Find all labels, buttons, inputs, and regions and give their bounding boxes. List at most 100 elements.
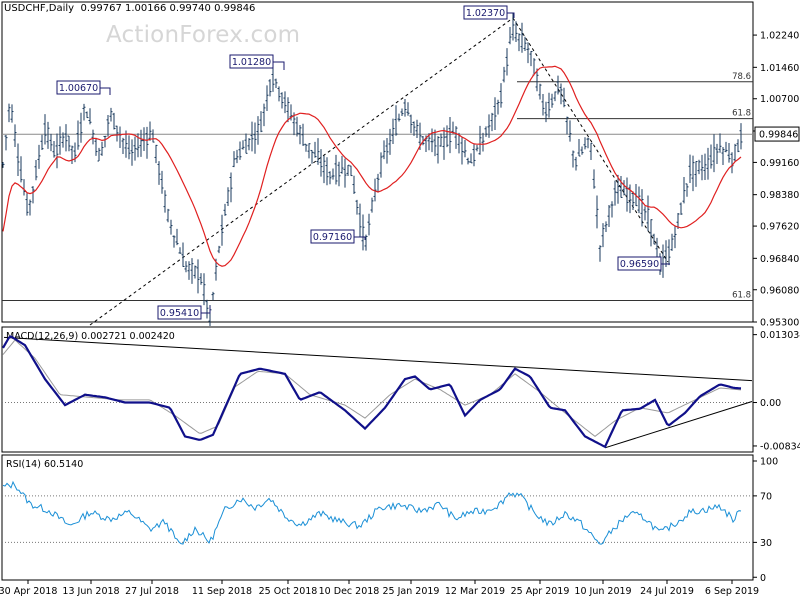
ohlc-bar xyxy=(283,91,287,114)
annotation-value: 0.97160 xyxy=(313,232,352,243)
ohlc-bar xyxy=(496,99,500,115)
ohlc-bar xyxy=(619,175,623,198)
ohlc-bar xyxy=(415,119,419,139)
ohlc-bar xyxy=(448,116,452,154)
ohlc-bar xyxy=(472,144,476,167)
ohlc-bar xyxy=(115,125,119,142)
ohlc-bar xyxy=(502,66,506,83)
ohlc-bar xyxy=(232,151,236,168)
ohlc-bar xyxy=(544,101,548,123)
ohlc-bar xyxy=(127,135,131,160)
ohlc-bar xyxy=(91,129,95,145)
rsi-y-label: 0 xyxy=(760,573,766,584)
ohlc-bar xyxy=(37,144,41,169)
x-label: 6 Sep 2019 xyxy=(705,586,759,597)
ohlc-bar xyxy=(178,247,182,254)
panel-border-1 xyxy=(1,1,754,323)
ohlc-bar xyxy=(64,124,68,152)
ohlc-bar xyxy=(268,79,272,97)
ohlc-bar xyxy=(487,114,491,138)
macd-y-label: 0.00 xyxy=(760,398,781,409)
ohlc-bar xyxy=(568,120,572,142)
ohlc-bar xyxy=(406,102,410,116)
ohlc-bar xyxy=(511,13,515,41)
ohlc-bar xyxy=(352,175,356,195)
ohlc-bar xyxy=(382,140,386,160)
ohlc-bar xyxy=(25,193,29,216)
ohlc-bar xyxy=(394,105,398,136)
ohlc-bar xyxy=(88,108,92,125)
ohlc-bar xyxy=(553,91,557,102)
ohlc-bar xyxy=(607,204,611,228)
ohlc-bar xyxy=(166,208,170,223)
ohlc-bar xyxy=(346,164,350,177)
ohlc-bar xyxy=(148,121,152,141)
ohlc-bar xyxy=(691,155,695,192)
ohlc-bar xyxy=(217,245,221,254)
ohlc-bar xyxy=(103,135,107,148)
ohlc-bar xyxy=(220,214,224,246)
ohlc-bar xyxy=(625,177,629,212)
ohlc-bar xyxy=(28,199,32,216)
ohlc-bar xyxy=(325,157,329,186)
ohlc-bar xyxy=(526,42,530,64)
ohlc-bar xyxy=(361,214,365,251)
ohlc-bar xyxy=(118,126,122,148)
fib-label: 61.8 xyxy=(732,109,751,119)
ohlc-bar xyxy=(19,156,23,183)
ohlc-bar xyxy=(301,123,305,146)
annotation-leader xyxy=(201,306,211,314)
ohlc-bar xyxy=(433,129,437,157)
ohlc-bar xyxy=(49,133,53,152)
x-label: 30 Apr 2018 xyxy=(0,586,57,597)
ohlc-bar xyxy=(652,233,656,245)
ohlc-bar xyxy=(163,190,167,213)
trendline-down xyxy=(512,17,669,263)
ohlc-bar xyxy=(508,27,512,45)
annotation-value: 1.00670 xyxy=(59,83,98,94)
ohlc-bar xyxy=(187,261,191,280)
ohlc-bar xyxy=(202,273,206,306)
ohlc-bar xyxy=(595,195,599,229)
ohlc-bar xyxy=(319,149,323,177)
ohlc-bar xyxy=(157,161,161,185)
ohlc-bar xyxy=(322,155,326,184)
ohlc-bar xyxy=(715,143,719,165)
ohlc-bar xyxy=(199,273,203,285)
current-price-value: 0.99846 xyxy=(759,130,798,141)
ohlc-bar xyxy=(85,111,89,119)
ohlc-bar xyxy=(637,186,641,214)
panel-border-3 xyxy=(1,454,754,581)
ohlc-bar xyxy=(631,191,635,210)
symbol-title: USDCHF,Daily xyxy=(4,3,75,14)
ohlc-bar xyxy=(640,189,644,227)
ohlc-bar xyxy=(193,265,197,279)
rsi-title: RSI(14) 60.5140 xyxy=(6,459,83,470)
x-label: 10 Dec 2018 xyxy=(319,586,380,597)
x-label: 27 Jul 2018 xyxy=(125,586,179,597)
ohlc-bar xyxy=(517,33,521,52)
ohlc-bar xyxy=(679,202,683,215)
rsi-panel: RSI(14) 60.5140 100 70 30 0 xyxy=(2,457,778,584)
ohlc-bar xyxy=(520,22,524,53)
price-y-label: 0.96080 xyxy=(760,285,799,296)
ohlc-bar xyxy=(466,157,470,165)
ohlc-bar xyxy=(370,197,374,213)
ohlc-bar xyxy=(40,134,44,150)
annotation-value: 1.02370 xyxy=(466,8,505,19)
ohlc-bar xyxy=(265,85,269,111)
macd-y-label: -0.00834 xyxy=(760,441,800,452)
ohlc-bar xyxy=(598,245,602,262)
ohlc-bar xyxy=(649,219,653,247)
ohlc-bar xyxy=(583,137,587,150)
ohlc-bar xyxy=(610,201,614,218)
ohlc-bar xyxy=(124,130,128,158)
x-label: 24 Jul 2019 xyxy=(640,586,694,597)
ohlc-bar xyxy=(205,299,209,319)
ohlc-bar xyxy=(196,259,200,294)
price-y-label: 0.98380 xyxy=(760,190,799,201)
ohlc-bar xyxy=(262,103,266,127)
ohlc-bar xyxy=(412,121,416,136)
rsi-y-label: 70 xyxy=(760,491,772,502)
